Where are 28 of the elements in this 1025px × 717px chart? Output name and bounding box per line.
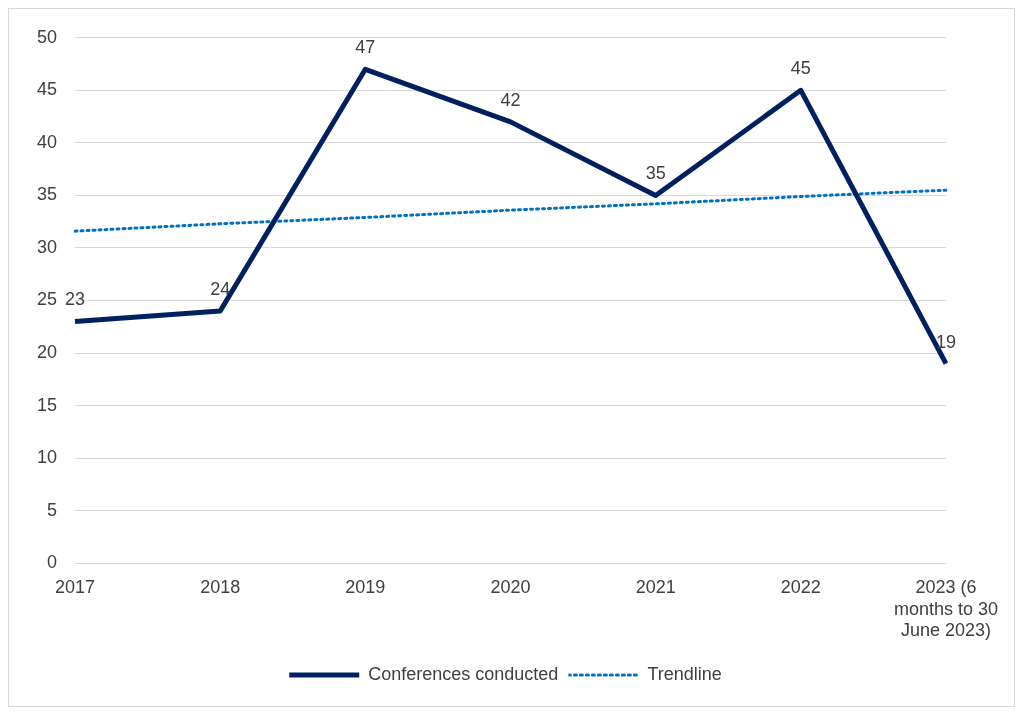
y-tick-label: 10 [36,447,58,468]
x-tick-label: 2019 [345,576,386,597]
legend-label: Trendline [647,663,722,684]
data-label: 42 [500,89,521,110]
y-tick-label: 20 [36,342,58,363]
x-tick-label: 2017 [55,576,96,597]
x-tick-label: 2022 [780,576,821,597]
y-tick-label: 15 [36,394,58,415]
y-tick-label: 30 [36,236,58,257]
x-tick-label: 2018 [200,576,241,597]
x-tick-label: 2023 (6 months to 30 June 2023) [893,576,998,641]
data-label: 24 [210,278,231,299]
data-label: 23 [65,289,86,310]
legend-label: Conferences conducted [368,663,559,684]
y-tick-label: 5 [47,499,58,520]
y-tick-label: 0 [47,552,58,573]
line-series [73,188,948,233]
data-label: 47 [355,37,376,58]
y-tick-label: 35 [36,184,58,205]
y-tick-label: 25 [36,289,58,310]
x-tick-label: 2020 [490,576,531,597]
y-tick-label: 50 [36,26,58,47]
data-label: 45 [790,58,811,79]
y-tick-label: 40 [36,131,58,152]
data-label: 35 [645,163,666,184]
y-tick-label: 45 [36,79,58,100]
x-tick-label: 2021 [635,576,676,597]
data-label: 19 [935,331,956,352]
